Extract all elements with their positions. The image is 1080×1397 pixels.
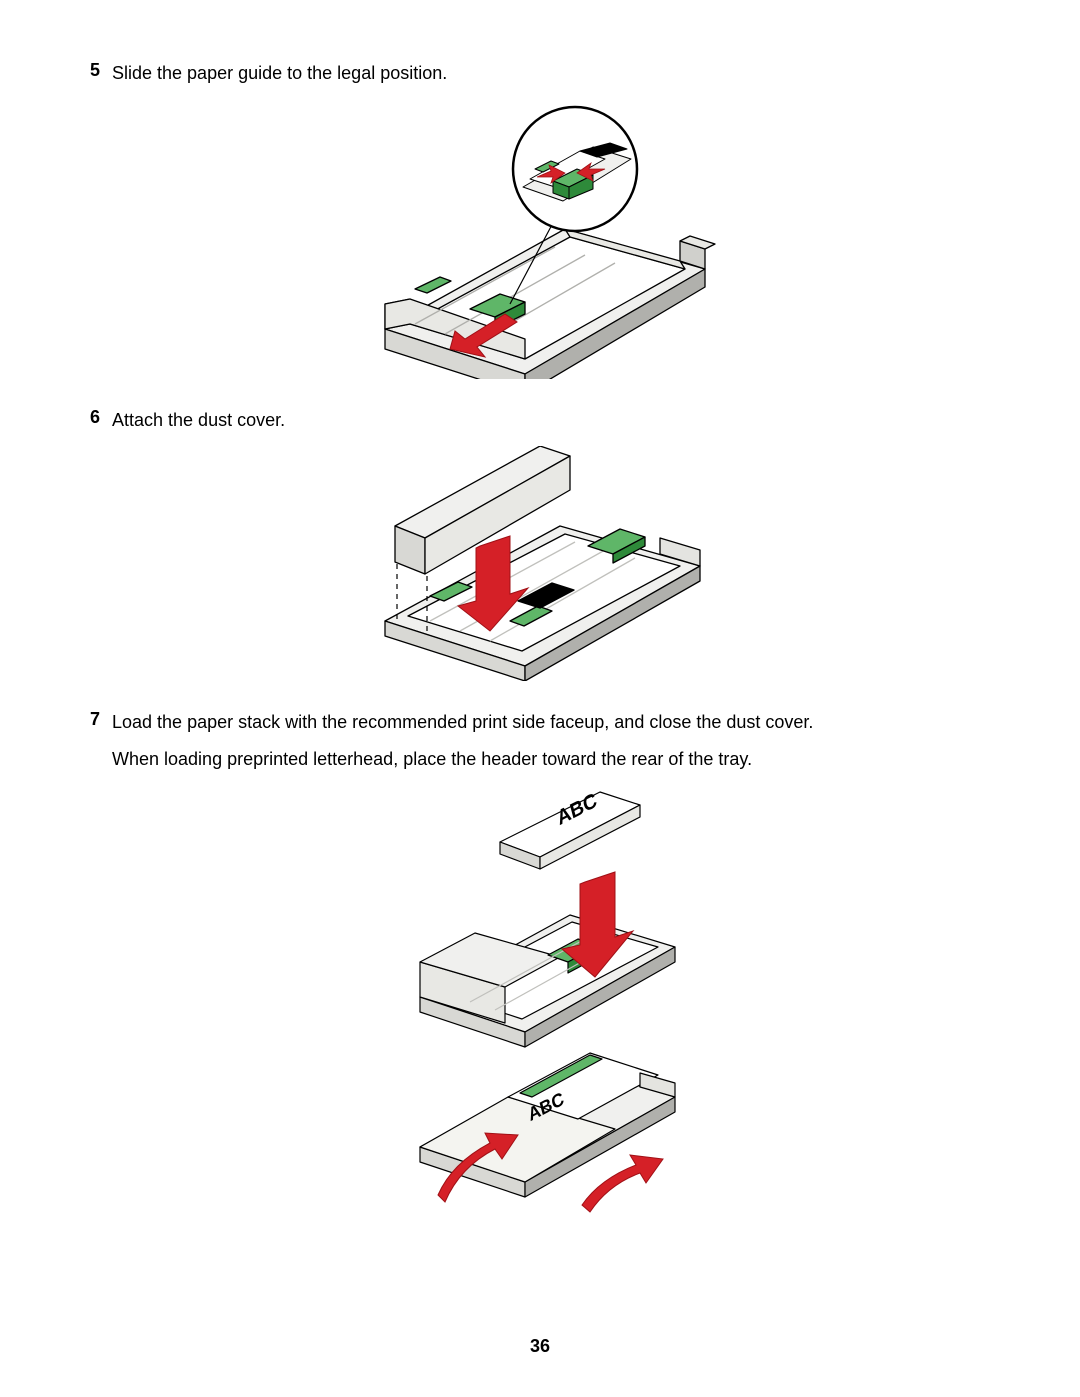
illustration-paper-guide — [355, 99, 725, 379]
figure-step-6 — [90, 446, 990, 681]
step-text: Slide the paper guide to the legal posit… — [112, 60, 447, 87]
step-number: 6 — [90, 407, 112, 428]
step-number: 7 — [90, 709, 112, 730]
step-subtext: When loading preprinted letterhead, plac… — [112, 744, 990, 775]
step-text: Attach the dust cover. — [112, 407, 285, 434]
illustration-dust-cover — [360, 446, 720, 681]
document-page: 5 Slide the paper guide to the legal pos… — [0, 0, 1080, 1397]
step-5: 5 Slide the paper guide to the legal pos… — [90, 60, 990, 87]
step-7: 7 Load the paper stack with the recommen… — [90, 709, 990, 736]
illustration-load-paper: ABC — [390, 787, 690, 1287]
figure-step-5 — [90, 99, 990, 379]
page-number: 36 — [0, 1336, 1080, 1357]
figure-step-7: ABC — [90, 787, 990, 1287]
step-text: Load the paper stack with the recommende… — [112, 709, 813, 736]
step-6: 6 Attach the dust cover. — [90, 407, 990, 434]
step-number: 5 — [90, 60, 112, 81]
